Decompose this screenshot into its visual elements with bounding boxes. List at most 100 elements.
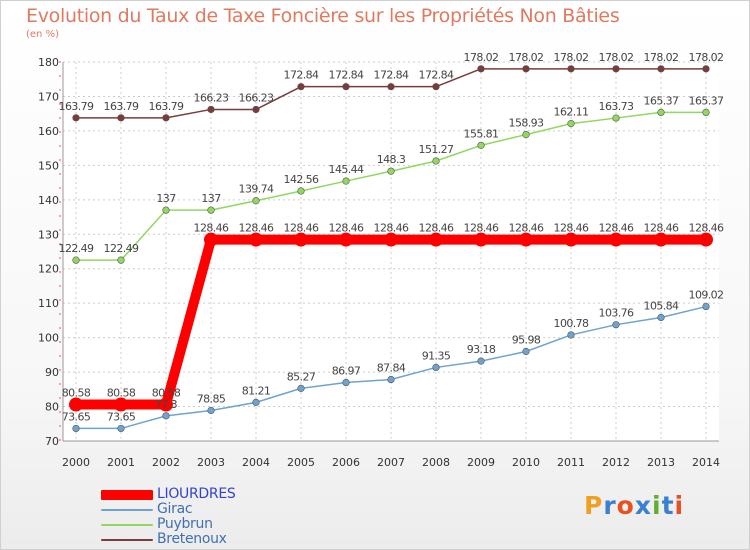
data-point — [72, 424, 80, 433]
data-label: 128.46 — [284, 222, 319, 235]
data-point — [432, 157, 440, 165]
y-tick-label: 80 — [45, 401, 59, 414]
y-tick-label: 70 — [45, 435, 59, 448]
data-label: 122.49 — [104, 242, 139, 255]
data-label: 163.79 — [104, 100, 139, 113]
legend-item: LIOURDRES — [101, 487, 236, 502]
data-point — [612, 321, 620, 329]
data-point — [162, 206, 170, 214]
data-point — [72, 114, 80, 122]
data-label: 128.46 — [239, 222, 274, 235]
data-point — [117, 256, 125, 264]
data-label: 128.46 — [554, 222, 589, 235]
x-tick-label: 2007 — [377, 456, 405, 469]
data-label: 87.84 — [377, 362, 406, 375]
data-label: 93.18 — [467, 343, 496, 356]
data-point — [432, 363, 440, 372]
data-label: 128.46 — [464, 222, 499, 235]
data-point — [342, 177, 350, 185]
data-point — [162, 114, 170, 122]
data-point — [564, 232, 578, 247]
line-chart: 70 80 90 100 110 120 130 140 150 160 170 180 2000 200… — [38, 51, 725, 469]
data-label: 172.84 — [419, 69, 454, 82]
logo-letter: P — [584, 491, 604, 520]
logo-letter: x — [634, 491, 652, 520]
data-label: 128.46 — [644, 222, 679, 235]
data-point — [567, 120, 575, 128]
data-label: 95.98 — [512, 333, 541, 346]
data-label: 178.02 — [689, 51, 724, 64]
data-point — [657, 313, 665, 322]
data-point — [207, 206, 215, 214]
legend-swatch — [101, 538, 153, 541]
legend-swatch — [101, 523, 153, 526]
data-point — [477, 357, 485, 365]
data-point — [429, 232, 443, 247]
x-tick-label: 2008 — [422, 456, 450, 469]
data-label: 178.02 — [464, 51, 499, 64]
chart-title: Evolution du Taux de Taxe Foncière sur l… — [26, 5, 620, 27]
y-tick-label: 150 — [38, 159, 59, 172]
x-tick-label: 2014 — [692, 456, 720, 469]
x-tick-label: 2004 — [242, 456, 270, 469]
data-label: 172.84 — [329, 69, 364, 82]
data-label: 142.56 — [284, 173, 319, 186]
data-point — [207, 406, 215, 415]
data-point — [609, 232, 623, 247]
logo-letter: t — [661, 491, 675, 520]
data-label: 80.58 — [152, 387, 181, 400]
data-point — [159, 397, 173, 412]
data-label: 163.79 — [149, 100, 184, 113]
x-tick-label: 2005 — [287, 456, 315, 469]
data-label: 178.02 — [599, 51, 634, 64]
data-label: 145.44 — [329, 163, 364, 176]
data-label: 166.23 — [194, 91, 229, 104]
chart-legend: LIOURDRES Girac Puybrun Bretenoux — [101, 487, 236, 547]
legend-label: Bretenoux — [157, 531, 227, 547]
data-point — [702, 302, 710, 311]
y-tick-label: 100 — [38, 332, 59, 345]
data-point — [297, 83, 305, 91]
data-point — [522, 130, 530, 139]
data-label: 91.35 — [422, 349, 451, 362]
y-axis-unit-label: (en %) — [26, 29, 59, 40]
data-label: 128.46 — [419, 222, 454, 235]
y-tick-label: 120 — [38, 263, 59, 276]
data-point — [654, 232, 668, 247]
legend-item: Bretenoux — [101, 532, 235, 547]
data-label: 172.84 — [374, 69, 409, 82]
data-point — [474, 232, 488, 247]
legend-swatch — [101, 508, 153, 511]
data-point — [612, 114, 620, 122]
data-label: 137 — [156, 192, 176, 205]
data-label: 128.46 — [689, 222, 724, 235]
data-label: 163.79 — [59, 100, 94, 113]
legend-swatch — [101, 489, 153, 500]
data-point — [117, 424, 125, 433]
data-label: 158.93 — [509, 117, 544, 130]
logo-letter: r — [603, 491, 617, 520]
legend-label: Girac — [157, 501, 193, 517]
data-label: 105.84 — [644, 300, 679, 313]
data-point — [567, 65, 575, 73]
data-label: 103.76 — [599, 307, 634, 320]
data-label: 172.84 — [284, 69, 319, 82]
x-tick-label: 2012 — [602, 456, 630, 469]
data-point — [342, 378, 350, 387]
data-point — [567, 331, 575, 339]
data-label: 166.23 — [239, 91, 274, 104]
data-label: 128.46 — [509, 222, 544, 235]
data-label: 77.3 — [155, 398, 178, 411]
data-label: 165.37 — [689, 94, 724, 107]
data-point — [252, 398, 260, 406]
legend-item: Girac — [101, 502, 235, 517]
data-point — [387, 167, 395, 175]
x-tick-label: 2001 — [107, 456, 135, 469]
data-label: 78.85 — [197, 393, 226, 406]
data-label: 151.27 — [419, 143, 454, 156]
data-point — [69, 397, 83, 412]
x-tick-label: 2002 — [152, 456, 180, 469]
y-tick-label: 110 — [38, 297, 59, 310]
data-point — [387, 83, 395, 91]
